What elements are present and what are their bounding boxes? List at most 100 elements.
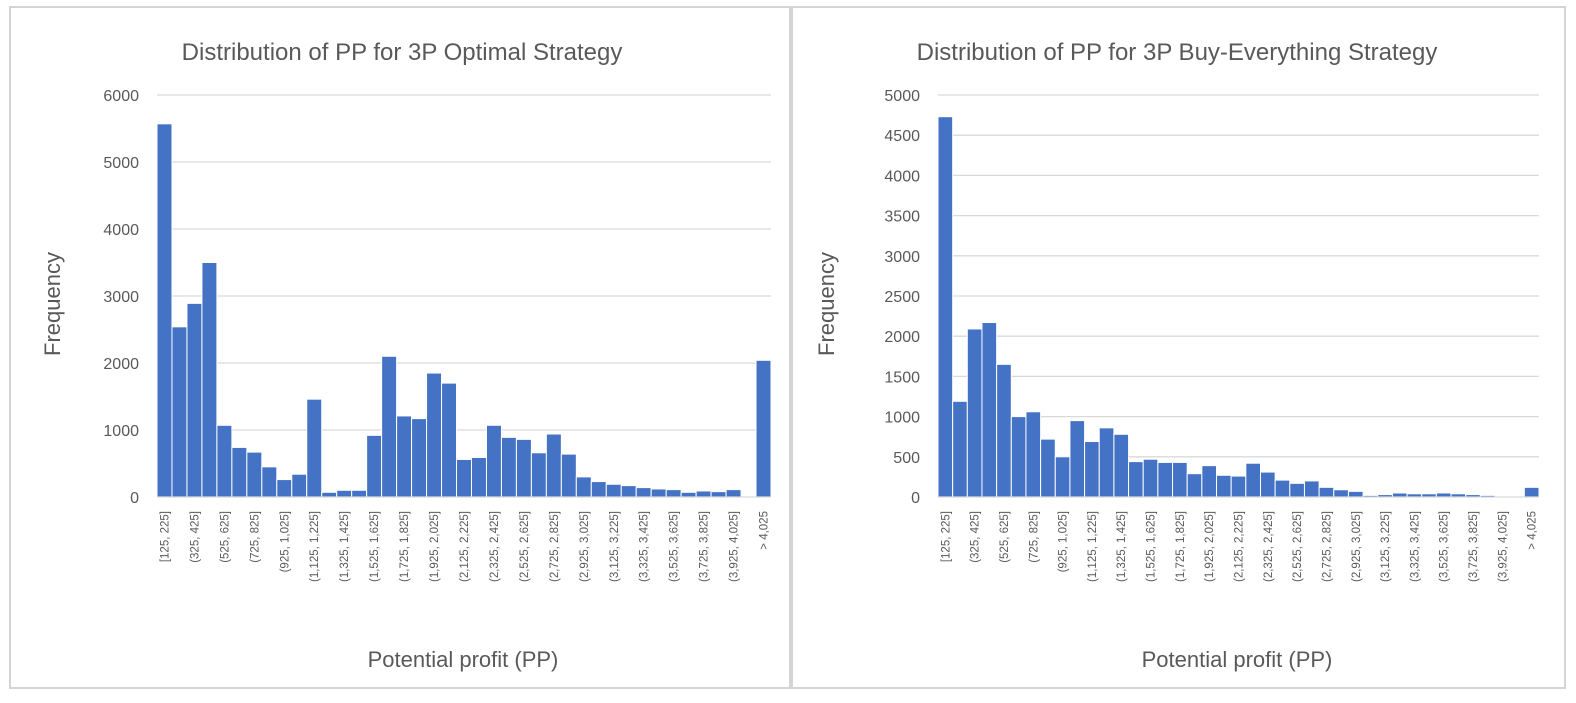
bar bbox=[1084, 441, 1100, 498]
bar bbox=[1010, 416, 1027, 498]
x-axis-title: Potential profit (PP) bbox=[368, 647, 559, 672]
y-axis-title: Frequency bbox=[40, 252, 65, 356]
x-tick-label: (925, 1,025] bbox=[1058, 511, 1070, 572]
bar bbox=[650, 488, 667, 498]
x-tick-label: (325, 425] bbox=[189, 511, 201, 563]
chart-panel-buy-everything: Distribution of PP for 3P Buy-Everything… bbox=[791, 6, 1566, 689]
bar bbox=[231, 446, 248, 498]
bar bbox=[665, 489, 682, 498]
bar bbox=[1142, 458, 1159, 498]
bar bbox=[725, 489, 742, 498]
bar bbox=[426, 372, 443, 498]
bar bbox=[336, 489, 353, 498]
chart-panel-optimal: Distribution of PP for 3P Optimal Strate… bbox=[9, 6, 791, 689]
bar bbox=[1128, 461, 1144, 498]
x-tick-label: [125, 225] bbox=[159, 511, 171, 562]
x-tick-label: (2,725, 2,825] bbox=[549, 511, 561, 582]
x-tick-label: (3,725, 3,825] bbox=[699, 511, 711, 582]
x-tick-label: (1,525, 1,625] bbox=[369, 511, 381, 582]
y-tick-label: 4000 bbox=[884, 168, 920, 185]
x-tick-label: (525, 625] bbox=[219, 511, 231, 563]
bar bbox=[321, 491, 338, 498]
x-tick-label: > 4,025 bbox=[759, 511, 771, 550]
x-tick-label: (3,725, 3,825] bbox=[1468, 511, 1480, 582]
x-tick-label: (325, 425] bbox=[970, 511, 982, 563]
x-tick-label: (1,325, 1,425] bbox=[339, 511, 351, 582]
x-tick-label: (1,925, 2,025] bbox=[1204, 511, 1216, 582]
y-tick-label: 2000 bbox=[103, 356, 139, 373]
chart-title: Distribution of PP for 3P Buy-Everything… bbox=[917, 39, 1438, 66]
bar bbox=[1186, 473, 1203, 498]
y-tick-label: 4000 bbox=[103, 222, 139, 239]
bar bbox=[485, 424, 502, 498]
x-tick-label: (1,525, 1,625] bbox=[1146, 511, 1158, 582]
bar bbox=[515, 438, 532, 498]
x-tick-label: (2,525, 2,625] bbox=[519, 511, 531, 582]
y-tick-label: 6000 bbox=[103, 88, 139, 105]
bar bbox=[470, 456, 487, 498]
y-tick-label: 5000 bbox=[103, 155, 139, 172]
bar bbox=[1245, 462, 1261, 498]
bar bbox=[1098, 427, 1115, 498]
bar bbox=[680, 491, 697, 498]
bar bbox=[996, 363, 1012, 498]
bar bbox=[186, 302, 203, 498]
x-tick-label: (2,925, 3,025] bbox=[1351, 511, 1363, 582]
x-tick-label: (3,125, 3,225] bbox=[609, 511, 621, 582]
x-tick-label: (3,925, 4,025] bbox=[1497, 511, 1509, 582]
bar bbox=[276, 479, 293, 498]
x-tick-label: (1,125, 1,225] bbox=[309, 511, 321, 582]
x-tick-label: (2,325, 2,425] bbox=[489, 511, 501, 582]
bar bbox=[575, 476, 592, 498]
x-tick-label: (1,725, 1,825] bbox=[1175, 511, 1187, 582]
x-tick-label: (1,125, 1,225] bbox=[1087, 511, 1099, 582]
plot-area: 0 500 1000 1500 2000 2500 3000 3500 4000 4500 5000… bbox=[884, 88, 1540, 582]
bar bbox=[1274, 479, 1291, 498]
y-tick-label: 1500 bbox=[884, 369, 920, 386]
bar bbox=[1054, 456, 1071, 498]
bar bbox=[381, 355, 398, 498]
bar bbox=[1303, 480, 1320, 498]
bar bbox=[635, 487, 652, 498]
bar bbox=[1113, 433, 1130, 498]
bar bbox=[530, 452, 547, 498]
x-tick-label: (525, 625] bbox=[999, 511, 1011, 563]
bar bbox=[456, 458, 472, 498]
histogram-buy-everything: Distribution of PP for 3P Buy-Everything… bbox=[814, 39, 1540, 672]
bar bbox=[545, 433, 562, 498]
y-tick-label: 2000 bbox=[884, 329, 920, 346]
y-tick-label: 5000 bbox=[884, 88, 920, 105]
bar bbox=[500, 436, 517, 498]
bar bbox=[291, 473, 308, 498]
y-tick-label: 0 bbox=[130, 490, 139, 507]
bar bbox=[246, 451, 263, 498]
bar bbox=[411, 418, 428, 498]
bar bbox=[590, 481, 607, 498]
bar bbox=[1157, 461, 1174, 498]
x-tick-label: (2,125, 2,225] bbox=[459, 511, 471, 582]
bar bbox=[605, 483, 622, 498]
bar bbox=[351, 489, 368, 498]
bar bbox=[1069, 420, 1086, 498]
x-tick-label: (3,125, 3,225] bbox=[1380, 511, 1392, 582]
bar bbox=[306, 398, 323, 498]
x-tick-label: (925, 1,025] bbox=[279, 511, 291, 572]
bar bbox=[981, 322, 998, 498]
bar bbox=[366, 434, 383, 498]
y-tick-label: 1000 bbox=[884, 410, 920, 427]
bar bbox=[1347, 490, 1364, 498]
y-tick-label: 0 bbox=[911, 490, 920, 507]
y-tick-label: 3000 bbox=[103, 289, 139, 306]
bar bbox=[1289, 482, 1305, 498]
x-tick-label: (2,525, 2,625] bbox=[1292, 511, 1304, 582]
y-axis-title: Frequency bbox=[814, 252, 839, 356]
bar bbox=[156, 123, 173, 498]
bar bbox=[1230, 475, 1247, 498]
bar bbox=[966, 328, 983, 498]
plot-area: 0 1000 2000 3000 4000 5000 6000 [125, 225] (325,… bbox=[103, 88, 772, 582]
x-tick-label: (2,125, 2,225] bbox=[1234, 511, 1246, 582]
bar bbox=[216, 424, 233, 498]
x-tick-label: (1,725, 1,825] bbox=[399, 511, 411, 582]
x-tick-label: (3,325, 3,425] bbox=[1409, 511, 1421, 582]
x-tick-label: (3,325, 3,425] bbox=[639, 511, 651, 582]
